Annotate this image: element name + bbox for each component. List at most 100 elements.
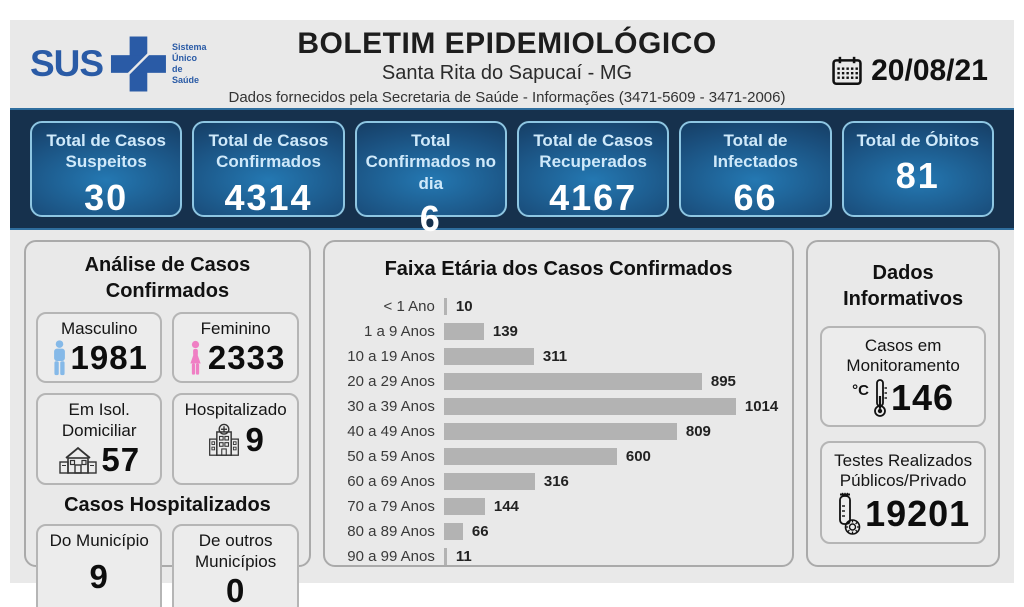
chart-row: 60 a 69 Anos 316 <box>341 469 778 494</box>
chart-row: 30 a 39 Anos 1014 <box>341 394 778 419</box>
info-line: Dados fornecidos pela Secretaria de Saúd… <box>228 89 786 106</box>
hospital-icon <box>209 423 240 456</box>
date-box: 20/08/21 <box>804 20 1014 108</box>
chart-value: 66 <box>471 523 489 540</box>
chart-value: 144 <box>493 498 519 515</box>
chart-bar <box>443 548 447 565</box>
stat-card-recuperados: Total de Casos Recuperados 4167 <box>516 121 670 218</box>
stat-value: 30 <box>84 176 129 218</box>
card-monitoramento: Casos em Monitoramento °C 146 <box>820 326 986 427</box>
stat-value: 66 <box>733 176 778 218</box>
chart-row: 80 a 89 Anos 66 <box>341 519 778 544</box>
card-testes: Testes Realizados Públicos/Privado <box>820 440 986 544</box>
chart-bar <box>443 448 617 465</box>
sus-cross-icon <box>111 36 167 92</box>
card-label: Testes Realizados Públicos/Privado <box>834 450 973 491</box>
sus-logo: SUS Sistema Único de Saúde <box>10 20 210 108</box>
chart-value: 1014 <box>744 398 779 415</box>
header-titles: BOLETIM EPIDEMIOLÓGICO Santa Rita do Sap… <box>210 20 804 108</box>
page-subtitle: Santa Rita do Sapucaí - MG <box>381 62 633 84</box>
celsius-label: °C <box>852 382 869 400</box>
card-masculino: Masculino 1981 <box>36 312 163 384</box>
chart-value: 895 <box>710 373 736 390</box>
chart-bar <box>443 523 463 540</box>
card-label: Hospitalizado <box>184 400 287 420</box>
stat-card-obitos: Total de Óbitos 81 <box>841 121 994 217</box>
stat-card-suspeitos: Total de Casos Suspeitos 30 <box>30 121 183 218</box>
stat-value: 81 <box>895 155 940 197</box>
chart-value: 139 <box>492 323 518 340</box>
chart-value: 11 <box>455 548 472 565</box>
stat-label: Total de Casos Recuperados <box>533 131 653 172</box>
analysis-panel-title: Análise de Casos Confirmados <box>84 254 251 302</box>
card-value: 2333 <box>207 339 286 377</box>
card-value: 0 <box>225 571 246 607</box>
chart-category: 10 a 19 Anos <box>347 348 435 365</box>
stat-label: Total de Óbitos <box>856 131 980 150</box>
stat-card-infectados: Total de Infectados 66 <box>679 121 832 218</box>
sus-logo-tagline: Sistema Único de Saúde <box>171 41 207 86</box>
card-label: Do Município <box>49 531 149 551</box>
stat-label: Total Confirmados no dia <box>365 131 496 193</box>
stat-card-confirmados-dia: Total Confirmados no dia 6 <box>354 121 507 239</box>
card-value: 9 <box>245 420 265 458</box>
chart-value: 10 <box>455 298 473 315</box>
male-icon <box>53 340 65 376</box>
card-value: 9 <box>89 557 109 595</box>
page-title: BOLETIM EPIDEMIOLÓGICO <box>297 27 717 60</box>
chart-row: 90 a 99 Anos 11 <box>341 544 778 569</box>
chart-category: 1 a 9 Anos <box>363 323 435 340</box>
chart-value: 311 <box>542 348 568 365</box>
stat-value: 4167 <box>549 176 638 218</box>
analysis-panel: Análise de Casos Confirmados Masculino 1… <box>24 240 311 607</box>
hospitalized-section-title: Casos Hospitalizados <box>64 494 271 517</box>
card-label: De outros Municípios <box>195 531 277 571</box>
chart-row: 70 a 79 Anos 144 <box>341 494 778 519</box>
stat-card-confirmados: Total de Casos Confirmados 4314 <box>192 121 345 218</box>
card-label: Feminino <box>200 319 271 338</box>
bulletin-content: SUS Sistema Único de Saúde BOLETIM EPIDE… <box>10 20 1014 607</box>
chart-bar <box>443 373 702 390</box>
chart-bar <box>443 423 677 440</box>
card-isolamento-domiciliar: Em Isol. Domiciliar <box>36 393 163 486</box>
chart-value: 809 <box>685 423 711 440</box>
card-label: Em Isol. Domiciliar <box>61 400 137 440</box>
stat-label: Total de Infectados <box>712 131 798 172</box>
chart-category: 70 a 79 Anos <box>347 498 435 515</box>
card-label: Masculino <box>60 319 138 338</box>
chart-category: 40 a 49 Anos <box>347 423 435 440</box>
chart-title: Faixa Etária dos Casos Confirmados <box>384 258 733 280</box>
chart-bar <box>443 398 736 415</box>
card-value: 1981 <box>70 339 148 377</box>
chart-category: 80 a 89 Anos <box>347 523 435 540</box>
house-icon <box>59 447 98 474</box>
card-outros-municipios: De outros Municípios 0 <box>172 524 299 607</box>
age-chart-panel: Faixa Etária dos Casos Confirmados < 1 A… <box>322 240 795 569</box>
chart-row: 50 a 59 Anos 600 <box>341 444 778 469</box>
card-value: 19201 <box>865 492 971 534</box>
calendar-icon <box>832 56 862 86</box>
chart-category: 20 a 29 Anos <box>347 373 435 390</box>
card-value: 57 <box>101 441 141 479</box>
stat-value: 6 <box>419 197 442 239</box>
chart-category: 60 a 69 Anos <box>347 473 435 490</box>
card-value: 146 <box>891 376 955 418</box>
info-panel: Dados Informativos Casos em Monitorament… <box>806 240 1000 567</box>
chart-bar <box>443 473 535 490</box>
header: SUS Sistema Único de Saúde BOLETIM EPIDE… <box>10 20 1014 108</box>
chart-row: 20 a 29 Anos 895 <box>341 369 778 394</box>
chart-category: 90 a 99 Anos <box>347 548 435 565</box>
chart-bar <box>443 348 534 365</box>
chart-value: 316 <box>543 473 569 490</box>
chart-row: 40 a 49 Anos 809 <box>341 419 778 444</box>
body-row: Análise de Casos Confirmados Masculino 1… <box>10 230 1014 607</box>
female-icon <box>190 341 201 376</box>
stat-value: 4314 <box>224 176 313 218</box>
stat-label: Total de Casos Suspeitos <box>46 131 166 172</box>
chart-row: < 1 Ano 10 <box>341 294 778 319</box>
card-feminino: Feminino 2333 <box>172 312 299 384</box>
card-hospitalizado: Hospitalizado <box>172 393 299 486</box>
chart-bar <box>443 498 485 515</box>
chart-row: 1 a 9 Anos 139 <box>341 319 778 344</box>
